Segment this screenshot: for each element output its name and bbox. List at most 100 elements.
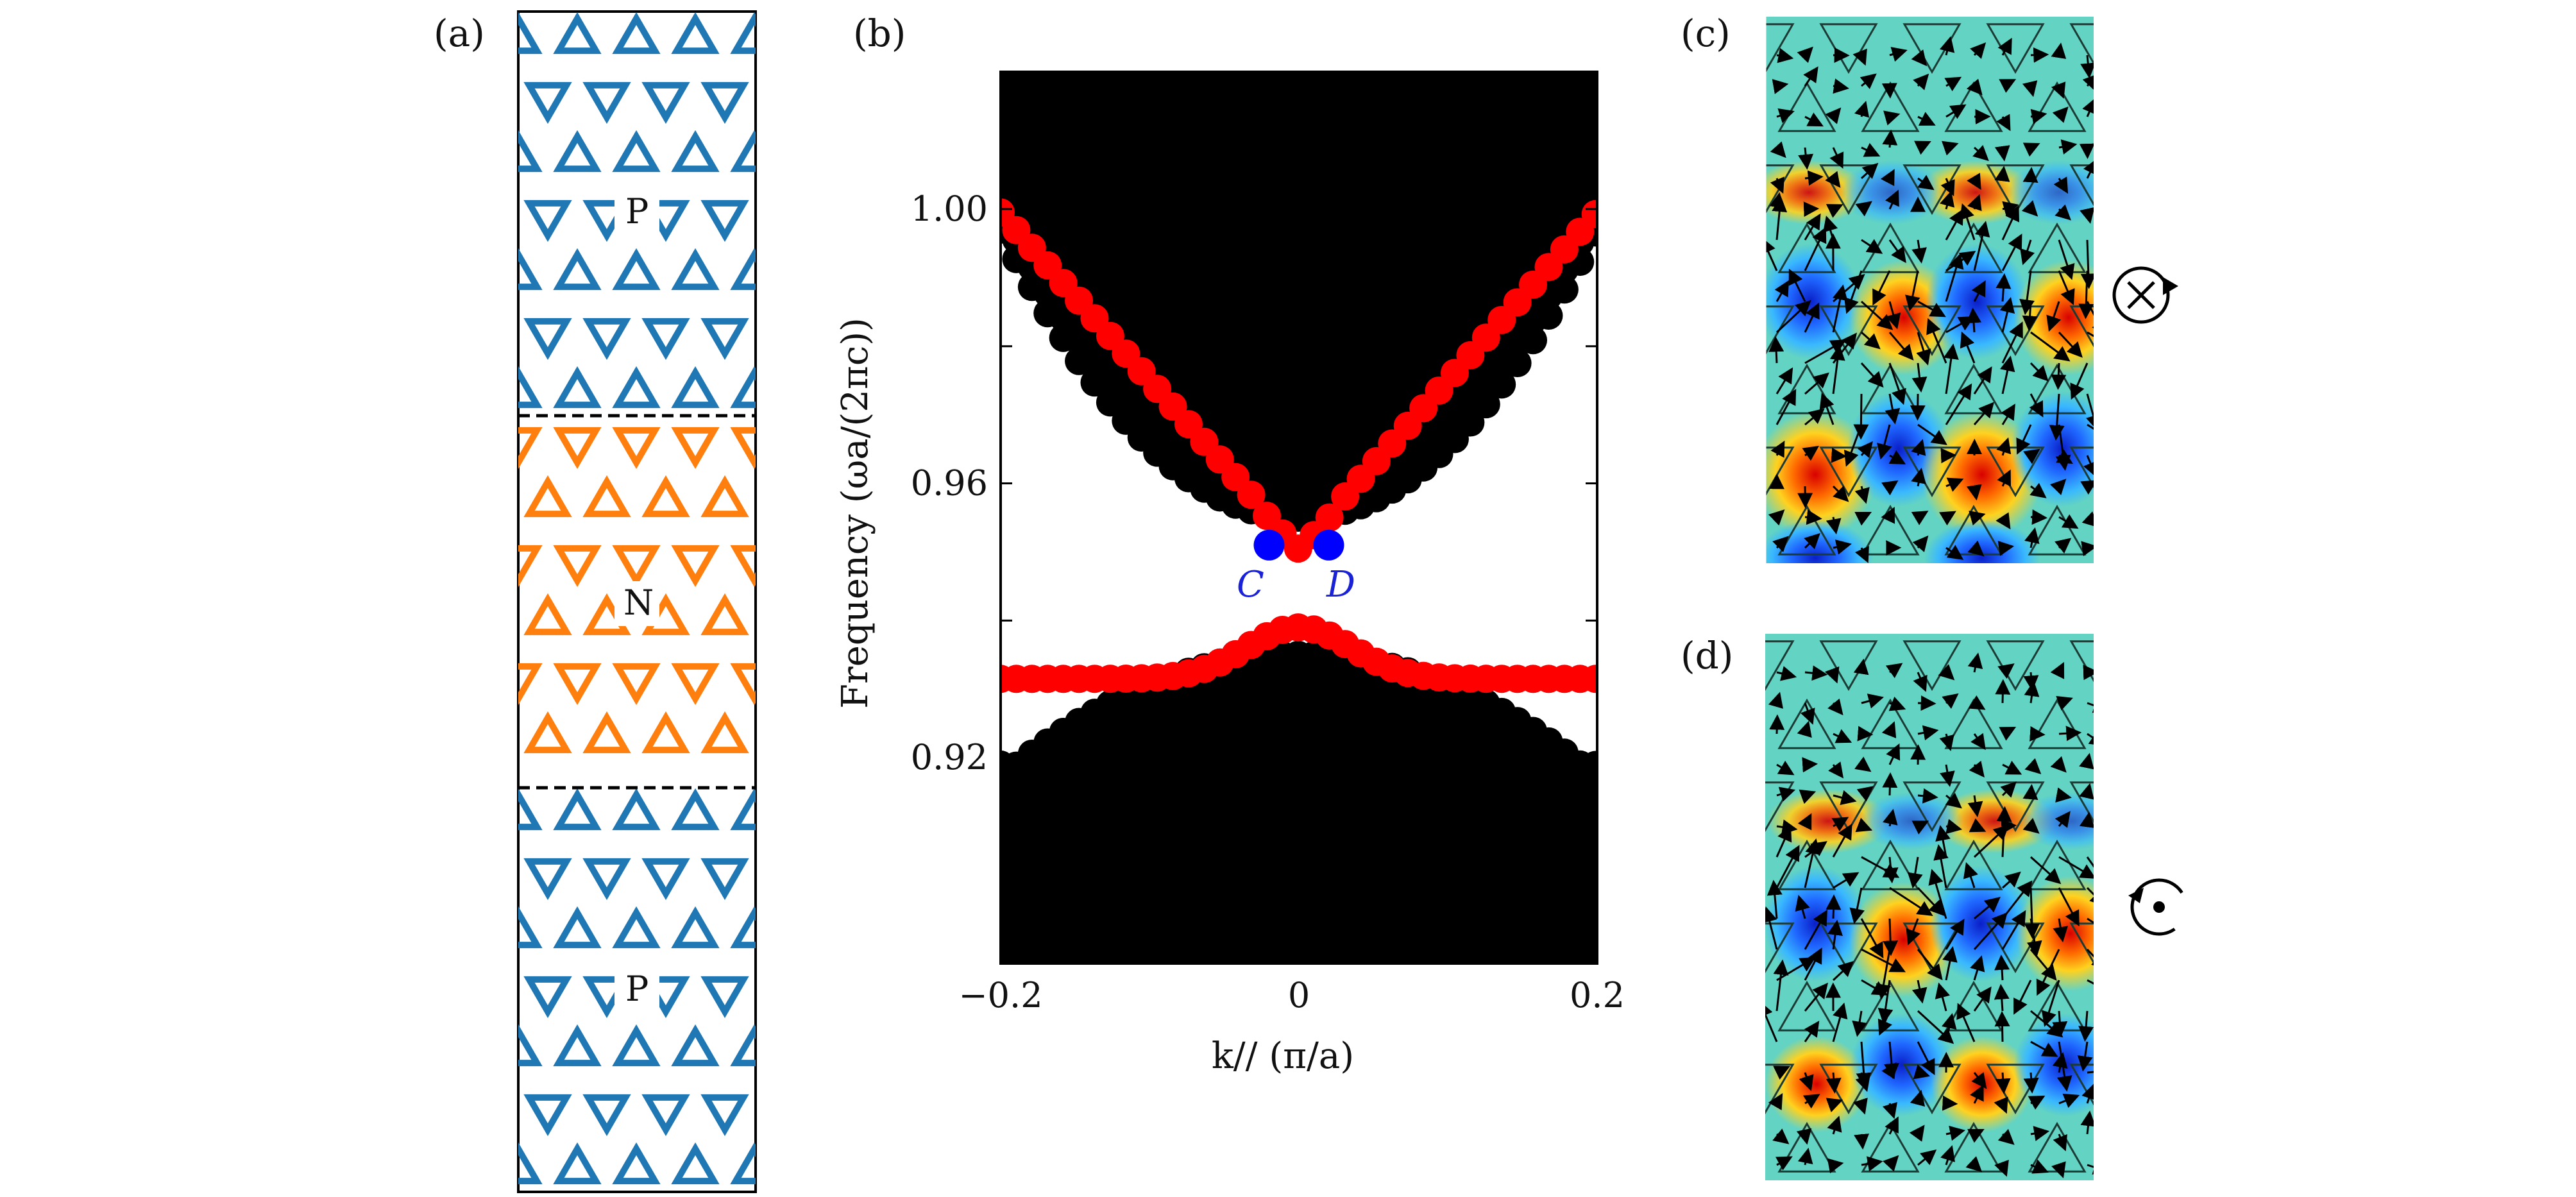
- field-arrow: [1855, 201, 1872, 217]
- field-arrow: [1968, 695, 1986, 710]
- field-arrow: [2001, 205, 2020, 241]
- field-arrow: [1772, 196, 1788, 241]
- field-arrow: [2051, 81, 2066, 99]
- bulk-band-point: [1581, 774, 1597, 803]
- overlay-triangle: [2028, 698, 2087, 749]
- field-arrow: [2030, 1040, 2058, 1057]
- field-arrow: [2080, 480, 2094, 495]
- x-tick-label: −0.2: [958, 975, 1042, 1015]
- field-arrow: [1997, 37, 2012, 56]
- bulk-band-point: [987, 42, 1015, 71]
- field-arrow: [1804, 665, 1828, 681]
- clockwise-circulation-icon: [2112, 266, 2178, 324]
- overlay-triangle: [2113, 700, 2168, 748]
- field-arrow: [1883, 110, 1901, 126]
- field-arrow: [1774, 280, 1790, 302]
- field-arrow: [1827, 1116, 1842, 1135]
- field-arrow: [1796, 1128, 1812, 1145]
- bulk-band-point: [1174, 967, 1203, 996]
- lattice-triangle: [765, 482, 802, 514]
- lattice-triangle: [523, 976, 572, 1019]
- field-arrow: [1917, 1010, 1954, 1044]
- field-arrow: [1852, 48, 1867, 66]
- lattice-triangle: [765, 85, 802, 117]
- field-arrow: [2029, 949, 2057, 981]
- field-arrow: [1917, 887, 1945, 916]
- lattice-triangle: [795, 19, 832, 51]
- field-arrow: [1861, 979, 1888, 996]
- lattice-triangle: [612, 788, 661, 831]
- field-arrow: [1911, 439, 1926, 456]
- bulk-band-point: [1534, 41, 1563, 69]
- field-arrow: [1973, 986, 1992, 1012]
- bulk-band-point: [1581, 751, 1597, 779]
- field-arrow: [2036, 949, 2060, 996]
- lattice-triangle: [441, 373, 478, 405]
- lattice-triangle: [795, 913, 832, 945]
- lattice-triangle: [553, 663, 602, 706]
- field-arrow: [1819, 393, 1835, 425]
- bulk-band-point: [1441, 953, 1469, 964]
- bulk-band-point: [1237, 37, 1266, 65]
- lattice-triangle: [441, 548, 478, 581]
- bulk-band-point: [1465, 962, 1475, 964]
- field-arrow: [1833, 872, 1860, 889]
- field-arrow: [1911, 980, 1928, 1004]
- field-arrow: [2087, 731, 2094, 746]
- bulk-band-point: [1411, 955, 1437, 964]
- lattice-triangle: [700, 200, 749, 242]
- field-arrow: [1854, 101, 1870, 118]
- field-arrow: [2087, 1160, 2094, 1175]
- field-arrow: [1994, 1011, 2010, 1042]
- lattice-triangle: [765, 980, 802, 1012]
- lattice-triangle: [518, 130, 543, 173]
- field-arrow: [2019, 270, 2035, 316]
- bulk-band-point: [1316, 40, 1344, 69]
- lattice-triangle: [795, 373, 832, 405]
- field-arrow: [1970, 955, 1985, 981]
- region-label-top-p: P: [625, 191, 648, 232]
- field-arrow: [2029, 393, 2044, 418]
- field-arrow: [1833, 729, 1852, 743]
- field-arrow: [1883, 1155, 1899, 1172]
- x-axis-title: k// (π/a): [1212, 1035, 1354, 1077]
- overlay-triangle: [1777, 504, 1836, 556]
- field-arrow: [2087, 698, 2094, 713]
- field-arrow: [2087, 979, 2094, 985]
- lattice-triangle: [641, 711, 690, 754]
- field-arrow: [1797, 813, 1812, 831]
- lattice-triangle: [582, 81, 631, 124]
- field-arrow: [2050, 756, 2067, 773]
- field-arrow: [1886, 301, 1901, 330]
- field-arrow: [1854, 546, 1869, 563]
- field-arrow: [1883, 856, 1899, 884]
- field-arrow: [1945, 383, 1972, 425]
- field-arrow: [1829, 344, 1845, 395]
- field-arrow: [2024, 681, 2040, 704]
- overlay-triangle: [2113, 1124, 2168, 1171]
- field-arrow: [2051, 42, 2067, 59]
- overlay-triangle: [1777, 698, 1836, 749]
- field-arrow: [2028, 1095, 2046, 1110]
- overlay-triangle: [1696, 366, 1751, 413]
- field-arrow: [2030, 331, 2071, 362]
- field-arrow: [1939, 191, 1955, 210]
- field-arrow: [1994, 1159, 2009, 1177]
- field-arrow: [1926, 318, 1947, 364]
- lattice-triangle: [441, 137, 478, 169]
- field-arrow: [1911, 468, 1926, 487]
- field-arrow: [1945, 545, 1964, 560]
- field-arrow: [1913, 73, 1929, 90]
- overlay-triangle: [1944, 839, 2003, 890]
- field-arrow: [1970, 1084, 1984, 1104]
- field-arrow: [2080, 207, 2094, 224]
- field-arrow: [1843, 424, 1863, 467]
- field-arrow: [1996, 806, 2012, 858]
- field-arrow: [2082, 73, 2094, 90]
- field-arrow: [2058, 726, 2082, 742]
- field-arrow: [1906, 918, 1921, 946]
- field-arrow: [1971, 280, 1986, 302]
- bulk-band-point: [1196, 961, 1212, 964]
- field-arrow: [2079, 752, 2094, 770]
- field-arrow: [2052, 1052, 2068, 1073]
